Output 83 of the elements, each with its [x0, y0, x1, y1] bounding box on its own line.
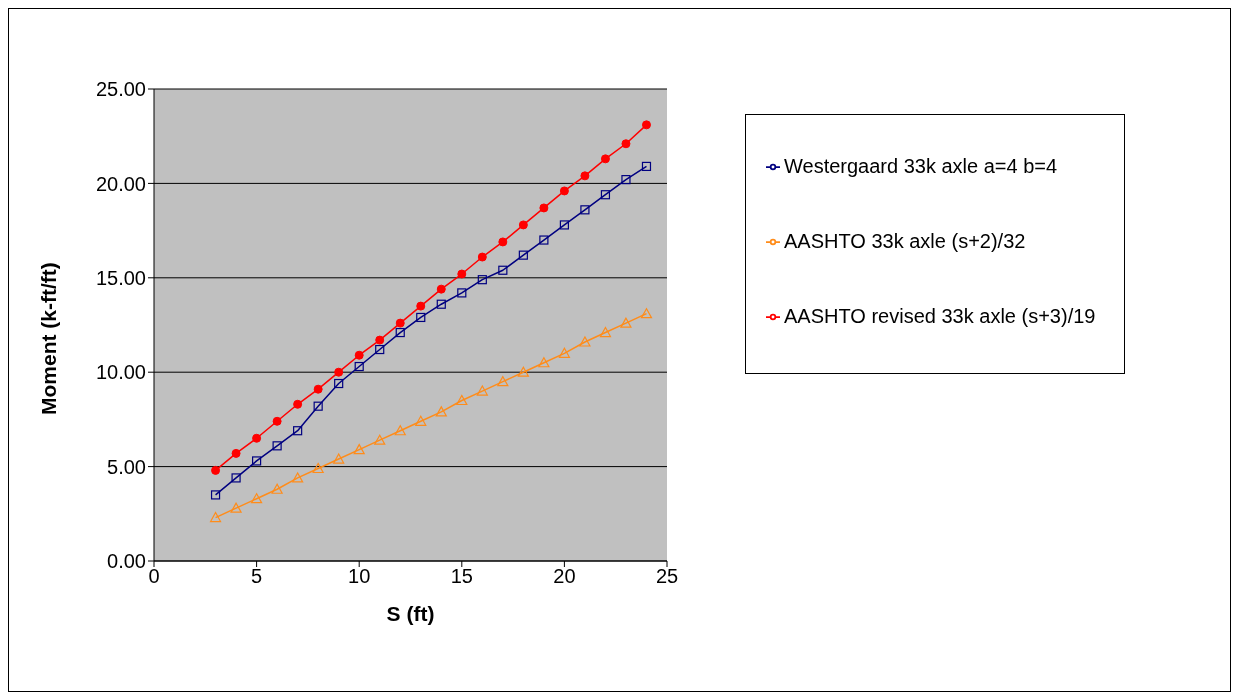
point: [272, 416, 282, 426]
point: [559, 220, 569, 230]
point: [621, 139, 631, 149]
point: [436, 299, 446, 309]
point: [211, 465, 221, 475]
point: [271, 483, 283, 494]
point: [416, 312, 426, 323]
point: [580, 205, 590, 215]
point: [456, 394, 468, 406]
x-tick-label: 20: [553, 565, 576, 588]
point: [353, 444, 365, 455]
point: [354, 350, 364, 360]
point: [334, 367, 344, 377]
point: [559, 186, 569, 196]
point: [313, 384, 323, 394]
point: [518, 250, 528, 260]
point: [457, 288, 467, 298]
point: [416, 301, 426, 311]
point: [621, 175, 631, 185]
point: [558, 347, 570, 358]
point: [498, 265, 508, 275]
point: [517, 366, 529, 377]
point: [395, 318, 405, 328]
point: [476, 385, 488, 396]
point: [600, 190, 611, 200]
x-tick-label: 0: [148, 565, 160, 588]
point: [251, 493, 263, 504]
y-tick-label: 10.00: [95, 361, 146, 384]
point: [436, 284, 446, 294]
point: [641, 161, 652, 172]
point: [292, 472, 304, 483]
point: [252, 433, 262, 443]
point: [252, 456, 262, 466]
point: [498, 237, 508, 247]
point: [293, 399, 303, 409]
point: [580, 171, 590, 181]
point: [599, 326, 612, 338]
point: [435, 406, 447, 417]
point: [374, 434, 386, 445]
point: [209, 511, 222, 523]
point: [415, 415, 427, 426]
point: [497, 376, 509, 387]
point: [313, 401, 323, 411]
point: [477, 275, 487, 285]
x-tick-label: 25: [655, 565, 679, 588]
point: [395, 327, 405, 338]
x-axis-title: S (ft): [386, 602, 435, 625]
point: [600, 154, 610, 164]
point: [579, 336, 591, 347]
point: [231, 448, 241, 458]
point: [641, 120, 651, 130]
point: [333, 453, 345, 464]
point: [272, 441, 282, 451]
y-tick-label: 0.00: [107, 550, 146, 573]
x-tick-label: 10: [348, 565, 371, 588]
point: [538, 357, 550, 368]
point: [375, 335, 385, 345]
point: [230, 502, 242, 513]
point: [334, 378, 344, 389]
legend-label: AASHTO 33k axle (s+2)/32: [784, 230, 1026, 252]
point: [457, 269, 467, 279]
point: [477, 252, 487, 262]
point: [312, 462, 324, 474]
point: [518, 220, 528, 230]
point: [539, 203, 549, 213]
point: [620, 317, 632, 328]
point: [293, 426, 303, 436]
y-axis-title: Moment (k-ft/ft): [37, 262, 61, 415]
point: [375, 344, 385, 355]
y-tick-label: 20.00: [95, 172, 146, 195]
y-tick-label: 15.00: [95, 266, 146, 289]
point: [210, 490, 221, 500]
point: [539, 235, 549, 245]
point: [640, 308, 653, 319]
x-tick-label: 15: [450, 565, 473, 588]
point: [394, 425, 406, 436]
legend-label: Westergaard 33k axle a=4 b=4: [784, 155, 1058, 177]
point: [231, 473, 241, 483]
y-tick-label: 25.00: [95, 78, 146, 101]
legend-label: AASHTO revised 33k axle (s+3)/19: [784, 305, 1096, 327]
point: [354, 361, 364, 372]
y-tick-label: 5.00: [107, 455, 146, 478]
x-tick-label: 5: [251, 565, 263, 588]
